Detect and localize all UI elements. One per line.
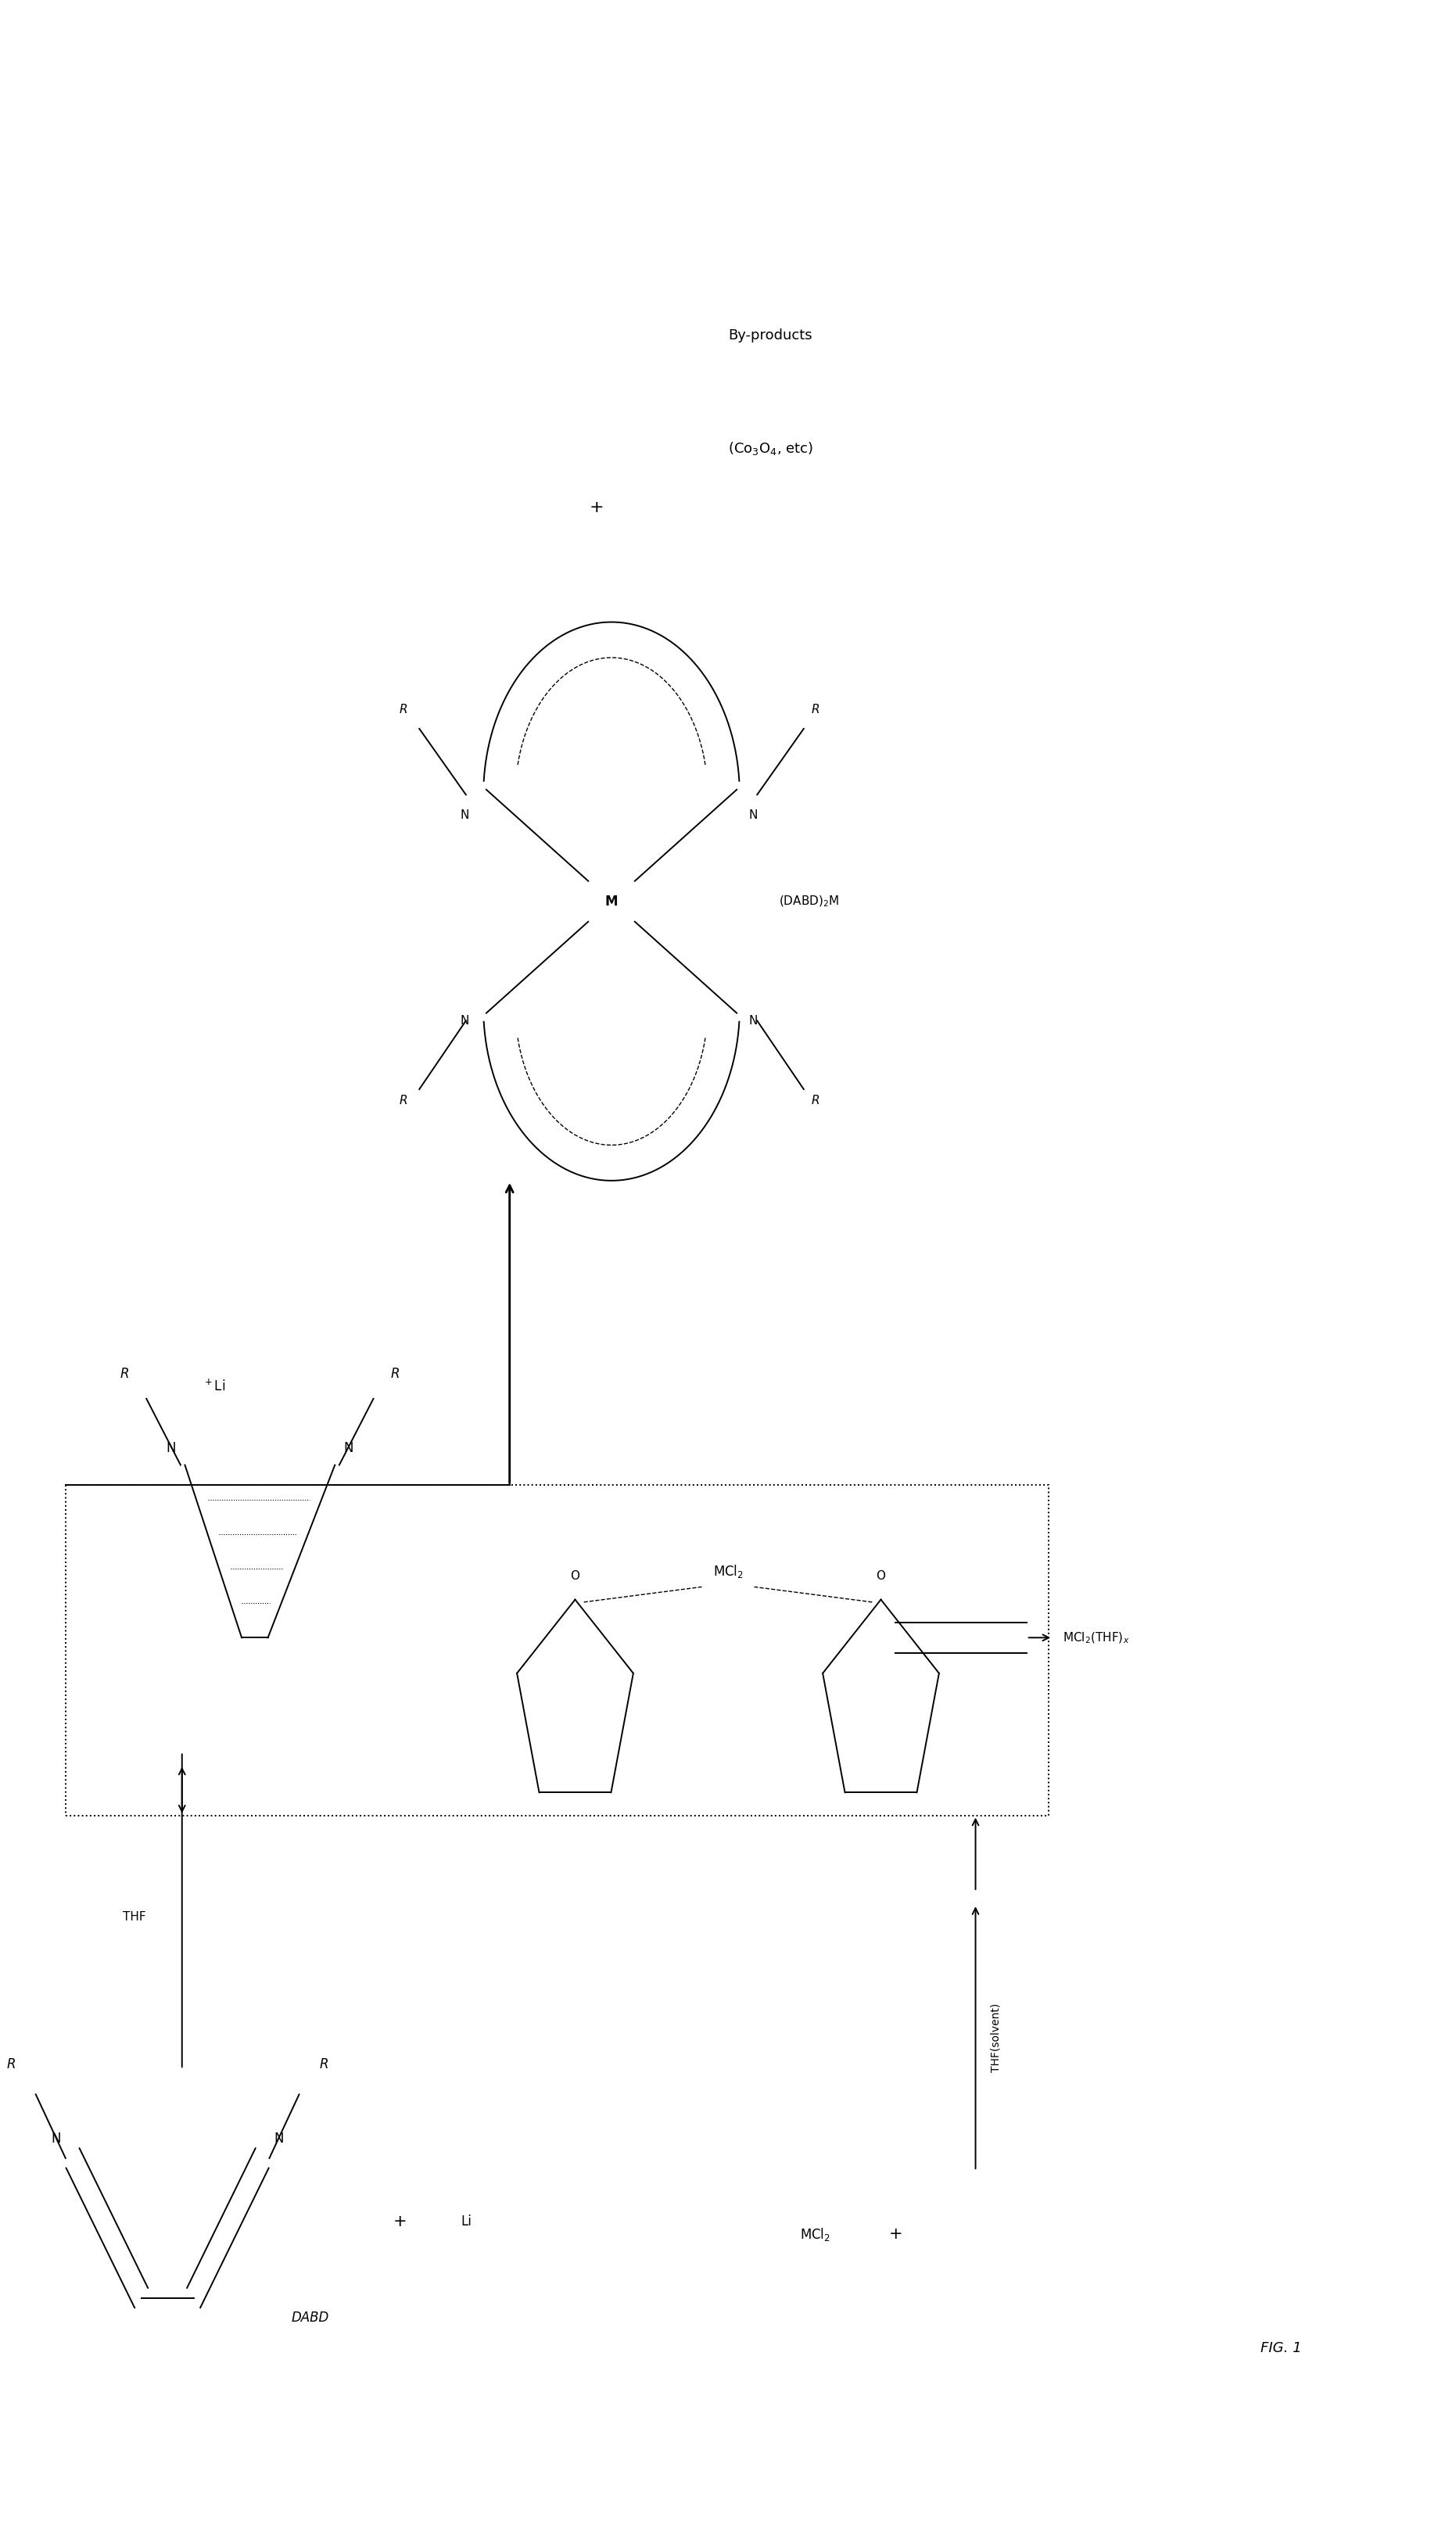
Text: By-products: By-products (728, 328, 812, 343)
Text: +: + (888, 2227, 903, 2242)
Text: N: N (274, 2130, 284, 2145)
Text: R: R (811, 1094, 820, 1107)
Text: R: R (319, 2057, 329, 2072)
Text: N: N (51, 2130, 61, 2145)
Text: O: O (571, 1569, 579, 1582)
Text: M: M (606, 894, 617, 909)
Text: DABD: DABD (291, 2310, 329, 2326)
Text: N: N (460, 810, 469, 820)
Text: +: + (590, 500, 604, 515)
Text: R: R (390, 1366, 400, 1381)
Text: N: N (344, 1440, 354, 1455)
Text: O: O (877, 1569, 885, 1582)
Bar (66, 1485, 1048, 1815)
Text: MCl$_2$(THF)$_x$: MCl$_2$(THF)$_x$ (1063, 1630, 1130, 1645)
Text: R: R (399, 1094, 408, 1107)
Text: N: N (166, 1440, 176, 1455)
Text: R: R (6, 2057, 16, 2072)
Text: R: R (811, 703, 820, 716)
Text: N: N (748, 810, 757, 820)
Text: MCl$_2$: MCl$_2$ (801, 2227, 830, 2242)
Text: +: + (393, 2214, 408, 2229)
Text: FIG. 1: FIG. 1 (1261, 2341, 1302, 2356)
Text: R: R (119, 1366, 130, 1381)
Text: THF(solvent): THF(solvent) (990, 2003, 1002, 2072)
Text: $^+$Li: $^+$Li (202, 1379, 226, 1394)
Text: (Co$_3$O$_4$, etc): (Co$_3$O$_4$, etc) (728, 442, 814, 457)
Text: THF: THF (122, 1912, 146, 1922)
Text: R: R (399, 703, 408, 716)
Text: Li: Li (460, 2214, 472, 2229)
Text: (DABD)$_2$M: (DABD)$_2$M (779, 894, 840, 909)
Text: N: N (748, 1016, 757, 1026)
Text: MCl$_2$: MCl$_2$ (713, 1564, 743, 1579)
Text: N: N (460, 1016, 469, 1026)
